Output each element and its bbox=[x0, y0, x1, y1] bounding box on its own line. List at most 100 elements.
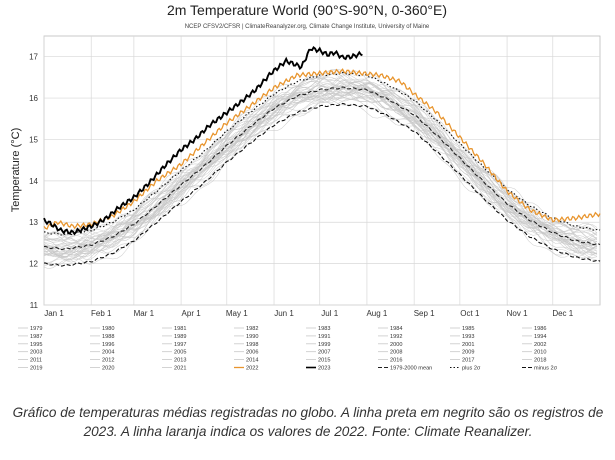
background-year-line bbox=[43, 98, 598, 267]
y-tick-labels: 11 12 13 14 15 16 17 bbox=[29, 53, 38, 310]
x-tick-label: Feb 1 bbox=[91, 309, 112, 318]
background-year-line bbox=[43, 85, 598, 255]
legend-entry: 1981 bbox=[174, 326, 186, 332]
y-tick-label: 16 bbox=[29, 94, 38, 103]
x-tick-label: Sep 1 bbox=[414, 309, 435, 318]
x-tick-label: Jul 1 bbox=[321, 309, 338, 318]
legend-entry: 1980 bbox=[102, 326, 114, 332]
background-year-line bbox=[43, 86, 598, 262]
x-tick-label: May 1 bbox=[226, 309, 248, 318]
legend-entry: 2008 bbox=[390, 350, 402, 356]
legend-entry: 2003 bbox=[30, 350, 42, 356]
background-year-line bbox=[43, 81, 598, 257]
legend-entry: 1986 bbox=[534, 326, 546, 332]
legend-entry: 1997 bbox=[174, 342, 186, 348]
legend-entry: 1993 bbox=[462, 334, 474, 340]
background-year-line bbox=[43, 76, 598, 246]
background-year-line bbox=[43, 82, 598, 252]
x-tick-label: Oct 1 bbox=[460, 309, 480, 318]
background-year-line bbox=[43, 81, 598, 258]
legend-entry: 1998 bbox=[246, 342, 258, 348]
series-1979-2000-mean bbox=[44, 86, 601, 251]
series-2023 bbox=[43, 45, 363, 236]
legend-entry: plus 2σ bbox=[462, 366, 481, 372]
legend-entry: 2023 bbox=[318, 366, 330, 372]
legend-entry: 1984 bbox=[390, 326, 402, 332]
y-tick-label: 11 bbox=[30, 301, 39, 310]
x-tick-label: Dec 1 bbox=[552, 309, 573, 318]
legend-entry: 1999 bbox=[318, 342, 330, 348]
series-plus-2- bbox=[44, 71, 601, 236]
legend-entry: 2002 bbox=[534, 342, 546, 348]
legend-entry: 1994 bbox=[534, 334, 546, 340]
x-tick-label: Apr 1 bbox=[182, 309, 202, 318]
legend-entry: minus 2σ bbox=[534, 366, 558, 372]
background-year-line bbox=[43, 86, 598, 253]
x-tick-label: Mar 1 bbox=[134, 309, 155, 318]
legend-entry: 2015 bbox=[318, 358, 330, 364]
legend-entry: 2007 bbox=[318, 350, 330, 356]
background-year-line bbox=[43, 87, 598, 259]
legend-entry: 2021 bbox=[174, 366, 186, 372]
series-2022 bbox=[43, 68, 601, 230]
background-year-line bbox=[43, 82, 598, 253]
legend-entry: 2011 bbox=[30, 358, 42, 364]
series-minus-2- bbox=[44, 102, 601, 267]
y-tick-label: 15 bbox=[29, 135, 38, 144]
x-tick-label: Aug 1 bbox=[366, 309, 387, 318]
legend-entry: 2004 bbox=[102, 350, 114, 356]
legend-entry: 1979-2000 mean bbox=[390, 366, 432, 372]
background-year-line bbox=[43, 69, 598, 240]
legend-entry: 2022 bbox=[246, 366, 258, 372]
legend-entry: 2017 bbox=[462, 358, 474, 364]
legend-entry: 2012 bbox=[102, 358, 114, 364]
legend-entry: 1991 bbox=[318, 334, 330, 340]
y-tick-label: 17 bbox=[29, 53, 38, 62]
background-year-line bbox=[43, 73, 598, 240]
legend-entry: 2009 bbox=[462, 350, 474, 356]
y-axis-label: Temperature (°C) bbox=[10, 128, 22, 212]
background-year-line bbox=[43, 85, 598, 258]
chart-title: 2m Temperature World (90°S-90°N, 0-360°E… bbox=[167, 2, 447, 18]
legend-entry: 2020 bbox=[102, 366, 114, 372]
grid-lines bbox=[43, 35, 601, 306]
legend-entry: 1982 bbox=[246, 326, 258, 332]
y-tick-label: 14 bbox=[29, 177, 38, 186]
x-tick-label: Nov 1 bbox=[507, 309, 528, 318]
legend-entry: 1988 bbox=[102, 334, 114, 340]
legend-entry: 2010 bbox=[534, 350, 546, 356]
background-year-line bbox=[43, 89, 598, 260]
legend-entry: 2001 bbox=[462, 342, 474, 348]
legend-entry: 1989 bbox=[174, 334, 186, 340]
legend-entry: 2014 bbox=[246, 358, 258, 364]
chart-subtitle: NCEP CFSV2/CFSR | ClimateReanalyzer.org,… bbox=[185, 24, 430, 30]
legend-entry: 2018 bbox=[534, 358, 546, 364]
legend-entry: 2006 bbox=[246, 350, 258, 356]
series-lines bbox=[43, 45, 601, 267]
background-year-line bbox=[43, 78, 598, 244]
background-year-line bbox=[43, 94, 598, 269]
legend-entry: 1992 bbox=[390, 334, 402, 340]
x-tick-label: Jun 1 bbox=[274, 309, 294, 318]
legend-entry: 1990 bbox=[246, 334, 258, 340]
figure-caption: Gráfico de temperaturas médias registrad… bbox=[12, 405, 604, 439]
legend-entry: 1995 bbox=[30, 342, 42, 348]
temperature-chart: 2m Temperature World (90°S-90°N, 0-360°E… bbox=[10, 2, 601, 372]
background-year-line bbox=[43, 73, 598, 242]
x-tick-label: Jan 1 bbox=[44, 309, 64, 318]
background-year-line bbox=[43, 90, 598, 260]
legend-entry: 2016 bbox=[390, 358, 402, 364]
y-tick-label: 13 bbox=[29, 218, 38, 227]
background-year-line bbox=[43, 95, 598, 265]
legend-entry: 1987 bbox=[30, 334, 42, 340]
legend: 1979 1980 1981 1982 1983 1984 1985 1986 1987 1988… bbox=[18, 326, 558, 372]
legend-entry: 2000 bbox=[390, 342, 402, 348]
background-years-lines bbox=[43, 69, 598, 269]
legend-entry: 2019 bbox=[30, 366, 42, 372]
plot-frame bbox=[43, 35, 601, 306]
legend-entry: 1983 bbox=[318, 326, 330, 332]
y-tick-label: 12 bbox=[29, 260, 38, 269]
background-year-line bbox=[43, 73, 598, 244]
legend-entry: 1979 bbox=[30, 326, 42, 332]
legend-entry: 1985 bbox=[462, 326, 474, 332]
